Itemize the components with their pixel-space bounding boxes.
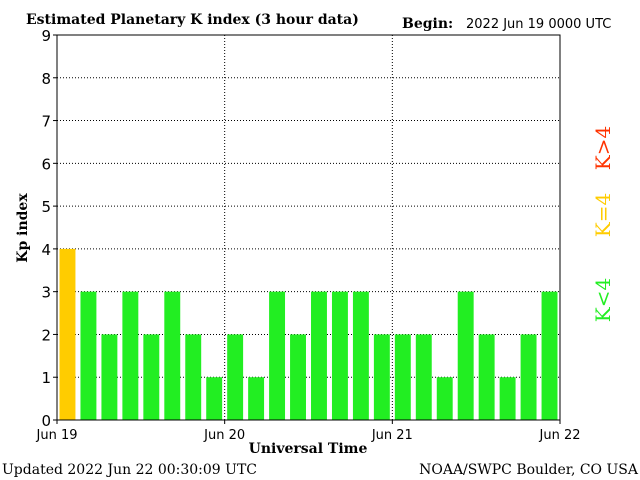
kp-bar: [478, 334, 495, 420]
legend-k-greater-4: K>4: [591, 126, 615, 170]
grid-lines: [57, 35, 560, 420]
y-tick-label: 9: [41, 27, 51, 45]
y-tick-label: 0: [41, 412, 51, 430]
kp-bar: [248, 377, 265, 420]
y-tick-label: 6: [41, 155, 51, 173]
y-axis-label: Kp index: [15, 193, 31, 263]
kp-bar: [457, 291, 474, 420]
y-tick-label: 3: [41, 284, 51, 302]
kp-bar: [541, 291, 558, 420]
chart-title: Estimated Planetary K index (3 hour data…: [26, 12, 359, 28]
kp-bar: [164, 291, 181, 420]
kp-bar: [101, 334, 118, 420]
data-source: NOAA/SWPC Boulder, CO USA: [419, 462, 639, 478]
x-tick-label: Jun 22: [539, 428, 581, 443]
x-tick-label: Jun 21: [371, 428, 413, 443]
kp-bar: [499, 377, 516, 420]
bars: [59, 248, 558, 420]
kp-bar: [59, 248, 76, 420]
x-tick-label: Jun 20: [203, 428, 245, 443]
kp-bar: [352, 291, 369, 420]
begin-value: 2022 Jun 19 0000 UTC: [466, 17, 611, 32]
legend-k-less-4: K<4: [591, 278, 615, 322]
kp-bar: [394, 334, 411, 420]
updated-timestamp: Updated 2022 Jun 22 00:30:09 UTC: [2, 462, 257, 478]
y-tick-labels: 0 1 2 3 4 5 6 7 8 9: [41, 27, 57, 430]
kp-bar: [143, 334, 160, 420]
y-tick-label: 4: [41, 241, 51, 259]
y-tick-label: 1: [41, 369, 51, 387]
kp-bar: [185, 334, 202, 420]
y-tick-label: 5: [41, 198, 51, 216]
kp-bar: [206, 377, 223, 420]
kp-bar: [520, 334, 537, 420]
y-tick-label: 7: [41, 113, 51, 131]
y-tick-label: 8: [41, 70, 51, 88]
kp-bar: [415, 334, 432, 420]
kp-bar: [331, 291, 348, 420]
kp-bar: [80, 291, 97, 420]
kp-bar: [122, 291, 139, 420]
legend-k-equal-4: K=4: [591, 193, 615, 237]
begin-label: Begin:: [402, 16, 453, 32]
plot-frame: [56, 34, 561, 421]
x-tick-labels: Jun 19 Jun 20 Jun 21 Jun 22: [36, 420, 581, 443]
kp-bar: [227, 334, 244, 420]
y-tick-label: 2: [41, 326, 51, 344]
x-axis-label: Universal Time: [249, 441, 368, 457]
kp-bar: [269, 291, 286, 420]
x-tick-label: Jun 19: [36, 428, 78, 443]
kp-bar: [311, 291, 327, 420]
kp-bar: [290, 334, 306, 420]
kp-bar: [373, 334, 390, 420]
kp-bar: [436, 377, 453, 420]
